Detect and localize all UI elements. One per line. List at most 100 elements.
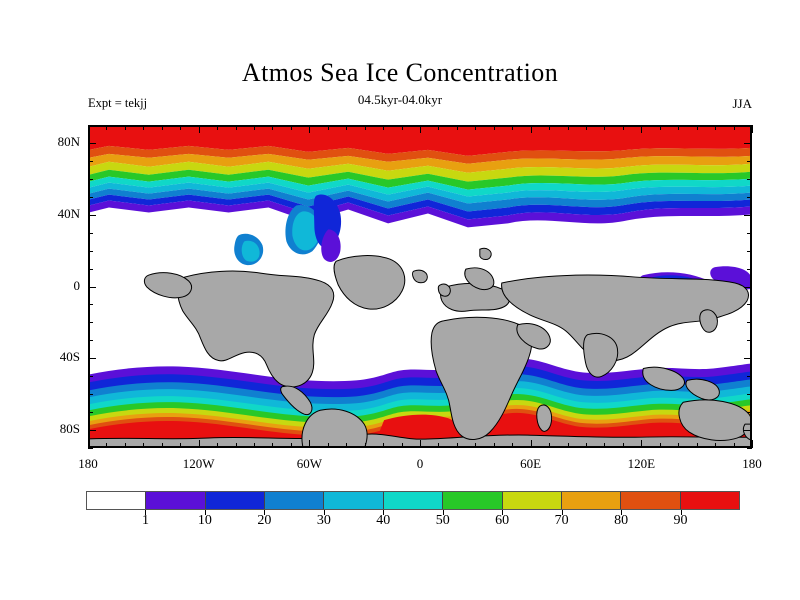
colorbar-tick — [264, 510, 266, 515]
y-axis-tick — [747, 232, 752, 234]
x-axis-tick — [733, 125, 735, 130]
y-axis-tick — [744, 214, 752, 216]
x-axis-tick — [659, 125, 661, 130]
colorbar-tick-label: 70 — [554, 513, 569, 528]
x-axis-tick — [217, 125, 219, 130]
colorbar-segment — [87, 492, 146, 509]
x-axis-tick — [456, 125, 458, 130]
sea-ice-map — [89, 126, 751, 447]
y-axis-tick — [747, 322, 752, 324]
x-axis-tick — [124, 125, 126, 130]
colorbar-tick-label: 60 — [495, 513, 510, 528]
y-axis-label: 80N — [57, 133, 80, 149]
x-axis-tick — [364, 443, 366, 448]
x-axis-tick — [456, 443, 458, 448]
x-axis-tick — [383, 443, 385, 448]
x-axis-tick — [530, 440, 532, 448]
x-axis-tick — [641, 440, 643, 448]
x-axis-label: 60E — [520, 456, 542, 471]
x-axis-tick — [290, 443, 292, 448]
colorbar-tick — [561, 510, 563, 515]
x-axis-tick — [420, 125, 421, 133]
experiment-label: Expt = tekjj — [88, 96, 148, 110]
colorbar-segment — [145, 492, 205, 509]
colorbar-segment — [382, 492, 443, 509]
x-axis-tick — [346, 125, 348, 130]
season-label: JJA — [732, 96, 752, 111]
colorbar-tick — [442, 510, 444, 515]
y-axis-tick — [747, 125, 752, 126]
colorbar-tick — [680, 510, 682, 515]
y-axis-tick — [88, 125, 93, 126]
x-axis-tick — [493, 125, 495, 130]
x-axis-tick — [549, 443, 551, 448]
colorbar — [86, 491, 740, 510]
x-axis-tick — [401, 443, 403, 448]
y-axis-tick — [88, 196, 93, 198]
x-axis-tick — [401, 125, 403, 130]
x-axis-tick — [622, 125, 624, 130]
colorbar-tick-label: 90 — [673, 513, 688, 528]
y-axis-tick — [747, 304, 752, 306]
colorbar-segment — [323, 492, 383, 509]
colorbar-segment — [264, 492, 324, 509]
x-axis-tick — [309, 440, 311, 448]
x-axis-tick — [549, 125, 551, 130]
y-axis-tick — [747, 178, 752, 180]
y-axis-tick — [88, 430, 96, 432]
x-axis-tick — [715, 125, 717, 130]
y-axis-tick — [744, 142, 752, 144]
x-axis-tick — [438, 443, 440, 448]
x-axis-tick — [235, 443, 237, 448]
y-axis-tick — [88, 448, 93, 449]
colorbar-segment — [501, 492, 561, 509]
x-axis-tick — [180, 125, 182, 130]
colorbar-segment — [204, 492, 265, 509]
map-plot-area — [88, 125, 752, 448]
y-axis-tick — [88, 214, 96, 216]
x-axis-label: 120W — [182, 456, 215, 471]
arctic-ice-field — [89, 126, 751, 228]
x-axis-label: 120E — [627, 456, 656, 471]
x-axis-tick — [475, 125, 477, 130]
x-axis-tick — [364, 125, 366, 130]
y-axis-tick — [747, 412, 752, 414]
x-axis-tick — [438, 125, 440, 130]
colorbar-tick — [323, 510, 325, 515]
colorbar-tick — [502, 510, 504, 515]
x-axis-tick — [512, 443, 514, 448]
x-axis-label: 0 — [416, 456, 424, 471]
colorbar-tick-label: 50 — [435, 513, 450, 528]
y-axis-tick — [88, 160, 93, 162]
x-axis-tick — [290, 125, 292, 130]
x-axis-tick — [254, 443, 255, 448]
x-axis-tick — [493, 443, 495, 448]
x-axis-tick — [217, 443, 219, 448]
colorbar-segment — [679, 492, 739, 509]
colorbar-tick-label: 1 — [141, 513, 149, 528]
y-axis-label: 40N — [57, 205, 80, 221]
colorbar-segment — [620, 492, 680, 509]
x-axis-label: 180 — [78, 456, 98, 471]
x-axis-tick — [124, 443, 126, 448]
x-axis-tick — [420, 440, 421, 448]
x-axis-tick — [715, 443, 717, 448]
y-axis-label: 40S — [59, 349, 80, 365]
y-axis-tick — [747, 394, 752, 396]
y-axis-tick — [744, 358, 752, 360]
colorbar-segment — [442, 492, 502, 509]
page-title: Atmos Sea Ice Concentration — [241, 58, 559, 87]
x-axis-tick — [696, 443, 698, 448]
x-axis-tick — [604, 125, 606, 130]
colorbar-tick — [204, 510, 206, 515]
colorbar-tick — [621, 510, 623, 515]
y-axis-tick — [744, 286, 752, 288]
y-axis-tick — [747, 268, 752, 270]
colorbar-tick-label: 10 — [197, 513, 212, 528]
x-axis-tick — [696, 125, 698, 130]
colorbar-segment — [560, 492, 621, 509]
y-axis-tick — [88, 358, 96, 360]
x-axis-tick — [309, 125, 311, 133]
colorbar-tick — [383, 510, 385, 515]
